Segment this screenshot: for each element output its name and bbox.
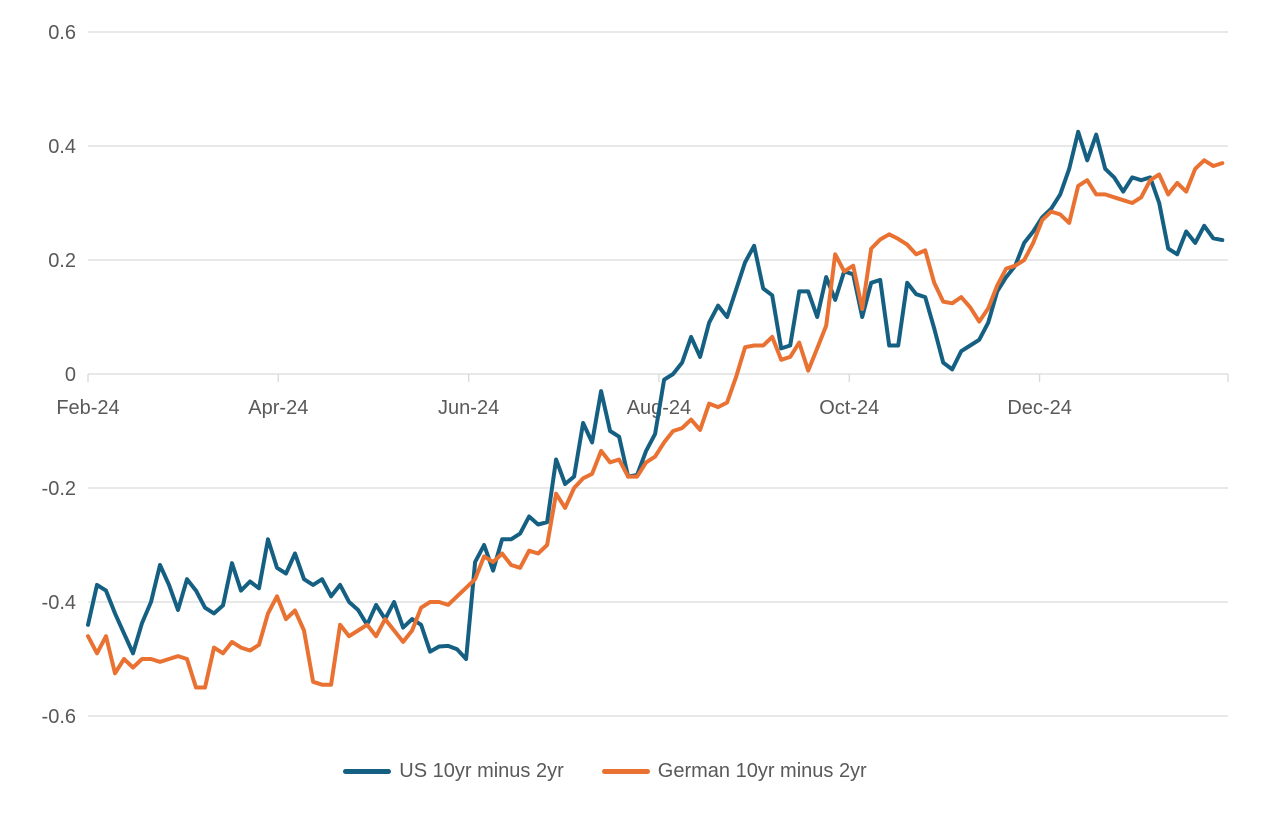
legend-item: US 10yr minus 2yr (343, 760, 564, 783)
series-lines (86, 129, 1225, 690)
y-tick-label: 0.4 (48, 136, 76, 158)
y-tick-label: 0.6 (48, 22, 76, 44)
y-tick-label: -0.6 (42, 706, 76, 728)
legend-line-swatch (601, 769, 650, 774)
y-axis-labels: 0.6 0.4 0.2 0 -0.2 -0.4 -0.6 (42, 22, 76, 728)
x-tick-label: Feb-24 (56, 397, 119, 419)
y-tick-label: -0.2 (42, 478, 76, 500)
y-tick-label: 0 (65, 364, 76, 386)
x-tick-label: Dec-24 (1007, 397, 1071, 419)
legend-line-swatch (343, 769, 392, 774)
x-axis-labels: Feb-24 Apr-24 Jun-24 Aug-24 Oct-24 Dec-24 (56, 397, 1072, 419)
x-tick-label: Jun-24 (438, 397, 499, 419)
y-tick-label: 0.2 (48, 250, 76, 272)
x-tick-label: Oct-24 (819, 397, 879, 419)
y-tick-label: -0.4 (42, 592, 76, 614)
x-axis-ticks (87, 374, 1229, 382)
chart-legend: US 10yr minus 2yr German 10yr minus 2yr (0, 760, 1210, 783)
x-tick-label: Apr-24 (248, 397, 308, 419)
legend-item: German 10yr minus 2yr (601, 760, 867, 783)
us-series-line (86, 129, 1225, 661)
legend-label: German 10yr minus 2yr (657, 760, 867, 782)
legend-label: US 10yr minus 2yr (399, 760, 564, 782)
gridlines (88, 31, 1228, 717)
german-series-line (86, 158, 1225, 690)
